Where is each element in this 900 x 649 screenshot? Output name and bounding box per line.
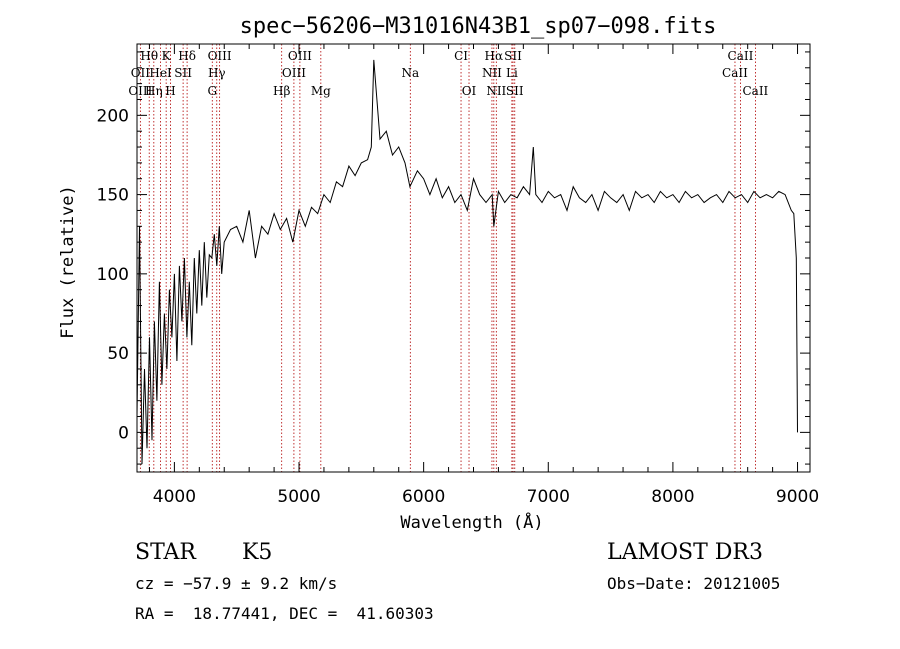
- x-tick-label: 8000: [651, 487, 694, 507]
- redshift-velocity: cz = −57.9 ± 9.2 km/s: [135, 574, 338, 593]
- spectral-line-label: H: [165, 84, 175, 98]
- spectral-line-label: K: [162, 49, 172, 63]
- spectral-line-label: OIII: [128, 84, 152, 98]
- spectral-line-label: OIII: [288, 49, 312, 63]
- y-tick-label: 100: [97, 265, 129, 285]
- spectral-line-label: G: [207, 84, 217, 98]
- x-axis-label: Wavelength (Å): [400, 511, 543, 533]
- spectral-line-label: Hθ: [140, 49, 158, 63]
- spectral-line-label: NII: [486, 84, 506, 98]
- object-class: STAR: [135, 540, 196, 565]
- x-tick-label: 5000: [277, 487, 320, 507]
- spectral-line-label: NII: [482, 66, 502, 80]
- spectral-line-label: Hα: [485, 49, 504, 63]
- spectral-line-label: CaII: [728, 49, 754, 63]
- coordinates: RA = 18.77441, DEC = 41.60303: [135, 604, 434, 623]
- x-tick-label: 6000: [402, 487, 445, 507]
- x-tick-label: 4000: [153, 487, 196, 507]
- spectral-line-label: CI: [454, 49, 468, 63]
- spectral-line-label: SII: [174, 66, 192, 80]
- flux-series-line: [136, 59, 798, 465]
- x-tick-label: 7000: [527, 487, 570, 507]
- spectral-line-label: Li: [506, 66, 518, 80]
- observation-date: Obs−Date: 20121005: [607, 574, 781, 593]
- axis-ticks: 4000 5000 6000 7000 8000 9000 0 50 100 150 200: [97, 44, 819, 507]
- survey-name: LAMOST DR3: [607, 540, 763, 565]
- spectral-line-label: CaII: [742, 84, 768, 98]
- x-tick-label: 9000: [776, 487, 819, 507]
- spectral-line-label: Hη: [145, 84, 163, 98]
- spectral-line-label: Na: [401, 66, 419, 80]
- spectral-line-label: OI: [462, 84, 477, 98]
- spectral-line-label: Mg: [311, 84, 331, 98]
- y-tick-label: 50: [107, 344, 129, 364]
- spectral-line-label: SII: [506, 84, 524, 98]
- chart-title: spec−56206−M31016N43B1_sp07−098.fits: [240, 14, 717, 39]
- object-subclass: K5: [242, 540, 273, 565]
- spectral-line-label: OIII: [282, 66, 306, 80]
- y-tick-label: 0: [118, 423, 129, 443]
- spectral-line-label: Hγ: [208, 66, 226, 80]
- plot-frame: [136, 43, 811, 473]
- y-tick-label: 150: [97, 186, 129, 206]
- y-tick-label: 200: [97, 106, 129, 126]
- spectral-line-label: CaII: [722, 66, 748, 80]
- y-axis-label: Flux (relative): [58, 185, 78, 339]
- spectral-line-label: OII: [131, 66, 151, 80]
- spectral-line-label: Hδ: [178, 49, 196, 63]
- spectral-line-label: SII: [504, 49, 522, 63]
- spectral-line-label: Hβ: [273, 84, 290, 98]
- spectral-line-label: OIII: [208, 49, 232, 63]
- line-marker-group: [139, 44, 756, 472]
- spectral-line-label: HeI: [149, 66, 172, 80]
